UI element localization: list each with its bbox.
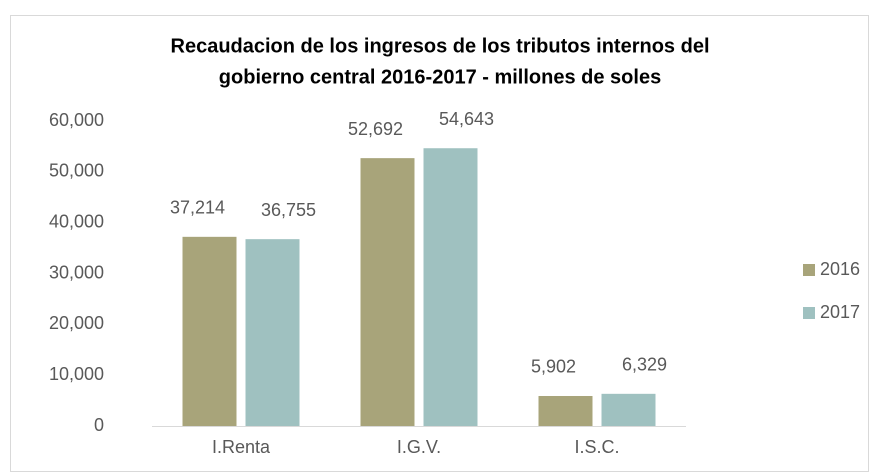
x-tick-label: I.Renta xyxy=(212,437,271,457)
y-tick-label: 20,000 xyxy=(49,313,104,333)
legend-swatch xyxy=(803,307,815,319)
bar xyxy=(601,393,656,426)
chart-title: Recaudacion de los ingresos de los tribu… xyxy=(171,35,710,57)
x-tick-label: I.G.V. xyxy=(397,437,441,457)
y-tick-label: 0 xyxy=(94,415,104,435)
bar xyxy=(182,236,237,426)
chart-title: gobierno central 2016-2017 - millones de… xyxy=(219,66,661,88)
x-tick-label: I.S.C. xyxy=(574,437,619,457)
y-tick-label: 60,000 xyxy=(49,110,104,130)
data-label: 5,902 xyxy=(531,357,576,377)
data-label: 54,643 xyxy=(439,109,494,129)
legend-swatch xyxy=(803,264,815,276)
y-tick-label: 30,000 xyxy=(49,262,104,282)
bar xyxy=(360,158,415,427)
bar xyxy=(245,239,300,426)
legend-label: 2016 xyxy=(820,259,860,279)
legend-label: 2017 xyxy=(820,302,860,322)
y-tick-label: 10,000 xyxy=(49,364,104,384)
data-label: 36,755 xyxy=(261,200,316,220)
data-label: 6,329 xyxy=(622,355,667,375)
data-label: 37,214 xyxy=(170,198,225,218)
bar xyxy=(538,395,593,426)
y-tick-label: 40,000 xyxy=(49,211,104,231)
data-label: 52,692 xyxy=(348,119,403,139)
bar xyxy=(423,148,478,426)
y-tick-label: 50,000 xyxy=(49,161,104,181)
